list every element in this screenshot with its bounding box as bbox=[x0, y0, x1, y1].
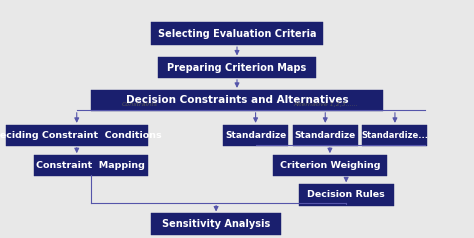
Text: Deciding Constraint  Conditions: Deciding Constraint Conditions bbox=[0, 131, 162, 140]
Text: Criterion Weighing: Criterion Weighing bbox=[280, 161, 380, 170]
Text: Constraints: Constraints bbox=[121, 102, 157, 107]
FancyBboxPatch shape bbox=[91, 90, 383, 111]
Text: Constraint  Mapping: Constraint Mapping bbox=[36, 161, 145, 170]
Text: Standardize: Standardize bbox=[225, 131, 286, 140]
Text: Decision Rules: Decision Rules bbox=[307, 190, 385, 199]
FancyBboxPatch shape bbox=[363, 125, 428, 146]
Text: Selecting Evaluation Criteria: Selecting Evaluation Criteria bbox=[158, 29, 316, 39]
FancyBboxPatch shape bbox=[34, 155, 147, 176]
Text: Sensitivity Analysis: Sensitivity Analysis bbox=[162, 219, 270, 229]
Text: Preparing Criterion Maps: Preparing Criterion Maps bbox=[167, 63, 307, 73]
Text: Standardize: Standardize bbox=[295, 131, 356, 140]
FancyBboxPatch shape bbox=[223, 125, 288, 146]
Text: Decision Constraints and Alternatives: Decision Constraints and Alternatives bbox=[126, 95, 348, 105]
FancyBboxPatch shape bbox=[158, 57, 316, 78]
FancyBboxPatch shape bbox=[273, 155, 387, 176]
FancyBboxPatch shape bbox=[6, 125, 147, 146]
Text: Standardize...: Standardize... bbox=[362, 131, 428, 140]
FancyBboxPatch shape bbox=[151, 22, 323, 45]
FancyBboxPatch shape bbox=[151, 213, 281, 235]
FancyBboxPatch shape bbox=[293, 125, 358, 146]
Text: Alternative 1,2,3......: Alternative 1,2,3...... bbox=[293, 102, 358, 107]
FancyBboxPatch shape bbox=[299, 184, 394, 206]
